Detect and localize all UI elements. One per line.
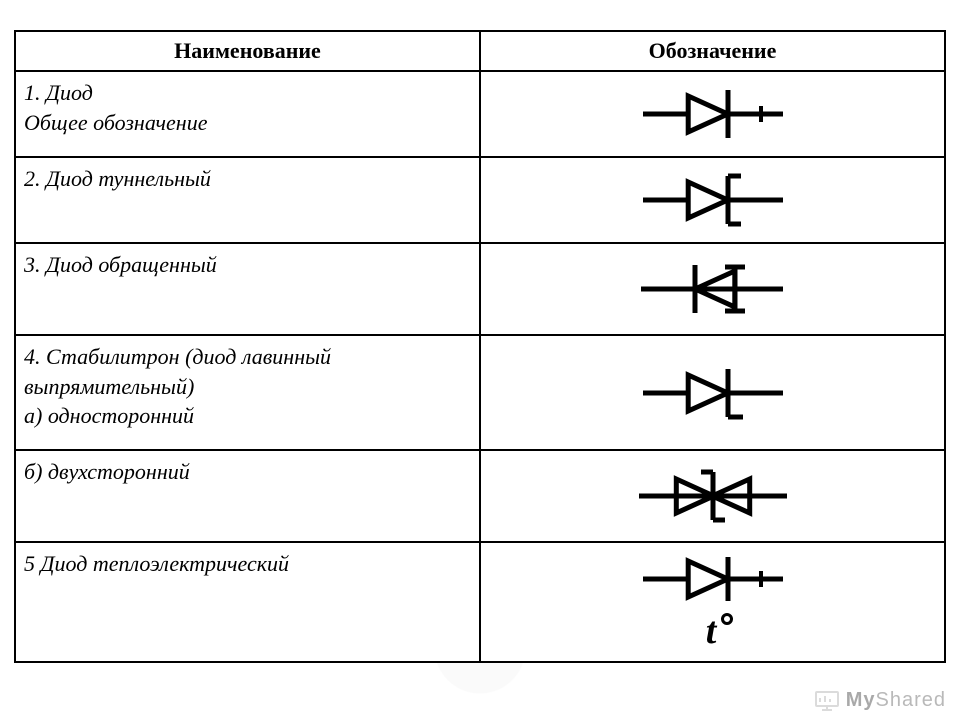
table-row: 3. Диод обращенный <box>15 243 945 335</box>
cell-symbol: t <box>480 542 945 662</box>
diode-symbol <box>633 76 793 152</box>
cell-name: 4. Стабилитрон (диод лавинный выпрямител… <box>15 335 480 450</box>
cell-symbol <box>480 243 945 335</box>
name-line: 5 Диод теплоэлектрический <box>24 551 289 576</box>
name-line: 2. Диод туннельный <box>24 166 211 191</box>
cell-name: 5 Диод теплоэлектрический <box>15 542 480 662</box>
table-row: 2. Диод туннельный <box>15 157 945 243</box>
name-line: 3. Диод обращенный <box>24 252 217 277</box>
name-line: 4. Стабилитрон (диод лавинный выпрямител… <box>24 344 331 399</box>
cell-name: 1. Диод Общее обозначение <box>15 71 480 157</box>
zener-two-side-symbol <box>633 455 793 537</box>
cell-symbol <box>480 450 945 542</box>
col-header-symbol: Обозначение <box>480 31 945 71</box>
table-header-row: Наименование Обозначение <box>15 31 945 71</box>
diode-table: Наименование Обозначение 1. Диод Общее об… <box>14 30 946 663</box>
name-line: а) односторонний <box>24 403 194 428</box>
name-line: Общее обозначение <box>24 110 207 135</box>
zener-one-side-symbol <box>633 355 793 431</box>
name-line: б) двухсторонний <box>24 459 190 484</box>
table-row: 1. Диод Общее обозначение <box>15 71 945 157</box>
tunnel-diode-symbol <box>633 162 793 238</box>
watermark: MyShared <box>814 689 946 712</box>
cell-name: 3. Диод обращенный <box>15 243 480 335</box>
col-header-name: Наименование <box>15 31 480 71</box>
diode-table-wrap: Наименование Обозначение 1. Диод Общее об… <box>14 30 946 663</box>
watermark-rest: Shared <box>876 689 947 711</box>
cell-symbol <box>480 71 945 157</box>
cell-symbol <box>480 335 945 450</box>
svg-text:t: t <box>705 610 717 652</box>
cell-name: б) двухсторонний <box>15 450 480 542</box>
table-row: 4. Стабилитрон (диод лавинный выпрямител… <box>15 335 945 450</box>
thermo-diode-symbol: t <box>633 547 793 657</box>
watermark-bold: My <box>846 689 876 711</box>
table-row: 5 Диод теплоэлектрический t <box>15 542 945 662</box>
table-row: б) двухсторонний <box>15 450 945 542</box>
presentation-icon <box>814 690 840 712</box>
table-body: 1. Диод Общее обозначение 2. Диод туннельн… <box>15 71 945 662</box>
cell-name: 2. Диод туннельный <box>15 157 480 243</box>
backward-diode-symbol <box>633 248 793 330</box>
cell-symbol <box>480 157 945 243</box>
name-line: 1. Диод <box>24 80 93 105</box>
